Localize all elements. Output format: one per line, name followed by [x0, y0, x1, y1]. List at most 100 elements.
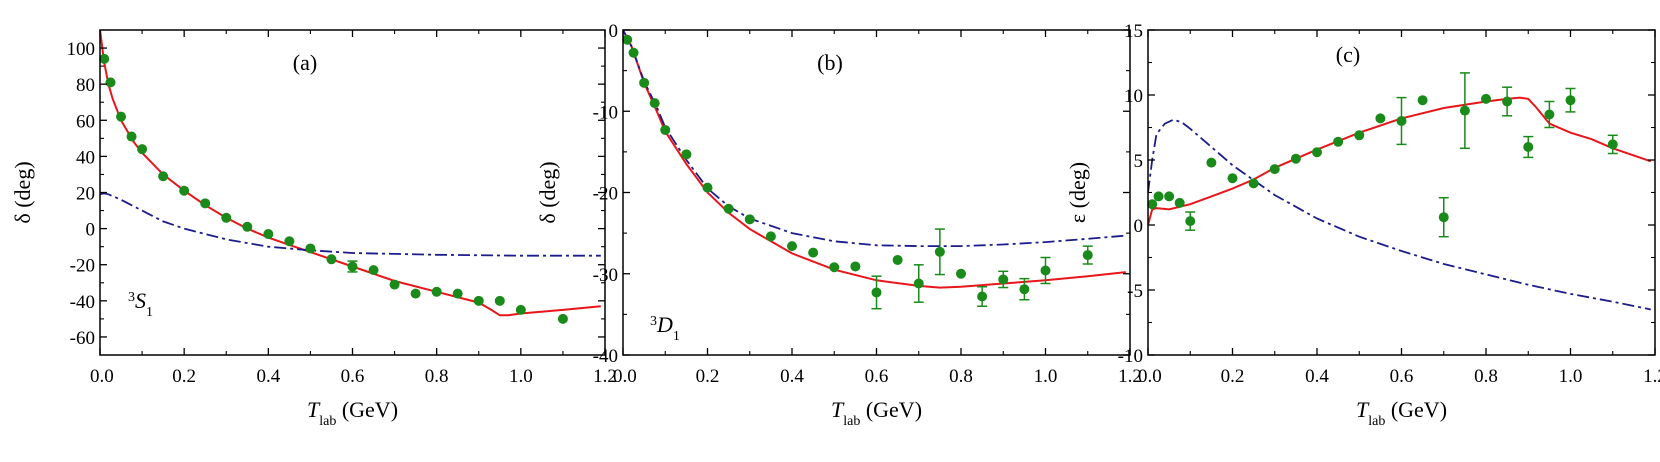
- y-axis-title: δ (deg): [10, 161, 35, 223]
- x-axis-title-var: T: [831, 397, 845, 422]
- data-point: [622, 34, 633, 45]
- y-axis-title: ε (deg): [1065, 162, 1090, 223]
- x-tick-label: 0.2: [1221, 366, 1245, 387]
- wave-label-letter: S: [135, 288, 146, 313]
- x-axis-title-var: T: [307, 397, 321, 422]
- y-axis-title: δ (deg): [535, 161, 560, 223]
- data-point: [850, 261, 861, 272]
- data-point: [639, 77, 650, 88]
- data-point: [137, 144, 148, 155]
- x-tick-label: 0.6: [865, 366, 889, 387]
- data-point: [1481, 93, 1491, 104]
- y-tick-label: 40: [76, 147, 95, 168]
- x-tick-label: 1.0: [509, 366, 533, 387]
- data-point: [1523, 142, 1534, 152]
- y-tick-label: 80: [76, 75, 95, 96]
- data-point: [305, 243, 316, 254]
- data-point: [515, 304, 526, 315]
- data-point: [956, 268, 966, 279]
- series-dashdot-line: [100, 192, 601, 257]
- series-solid-line: [623, 30, 1126, 289]
- data-point: [410, 288, 421, 299]
- data-point: [557, 313, 568, 324]
- data-point: [1565, 95, 1576, 106]
- data-point: [934, 246, 945, 257]
- x-tick-label: 0.4: [1305, 366, 1329, 387]
- data-point: [649, 98, 660, 109]
- data-point: [1248, 178, 1259, 189]
- data-point: [179, 185, 190, 196]
- x-tick-label: 1.2: [1118, 366, 1142, 387]
- x-axis-title-unit: (GeV): [1385, 397, 1447, 422]
- data-point: [1312, 147, 1322, 158]
- y-tick-label: 5: [1134, 151, 1144, 172]
- panel-label: (a): [293, 50, 317, 75]
- data-point: [221, 212, 232, 223]
- x-axis-title-sub: lab: [319, 414, 336, 429]
- wave-label-sub: 1: [673, 329, 680, 344]
- data-point: [105, 77, 116, 88]
- data-point: [1396, 116, 1407, 126]
- x-axis-title-sub: lab: [843, 414, 860, 429]
- y-tick-label: -60: [70, 328, 95, 349]
- y-tick-label: 20: [76, 184, 95, 205]
- data-point: [1333, 136, 1344, 147]
- data-point: [1019, 284, 1030, 295]
- x-axis-title: Tlab (GeV): [831, 397, 922, 429]
- data-point: [200, 198, 211, 209]
- data-point: [765, 231, 776, 242]
- data-point: [892, 254, 903, 265]
- x-tick-label: 0.8: [949, 366, 973, 387]
- data-point: [389, 279, 400, 290]
- wave-label-sup: 3: [128, 290, 135, 305]
- x-tick-label: 0.6: [1390, 366, 1414, 387]
- x-tick-label: 0.0: [1138, 366, 1162, 387]
- y-tick-label: 0: [86, 220, 96, 241]
- x-tick-label: 0.0: [613, 366, 637, 387]
- x-tick-label: 1.0: [1034, 366, 1058, 387]
- x-axis-title: Tlab (GeV): [307, 397, 398, 429]
- data-point: [1082, 250, 1093, 261]
- x-tick-label: 0.0: [90, 366, 114, 387]
- data-point: [1290, 153, 1301, 164]
- wave-label-sub: 1: [146, 305, 153, 320]
- data-point: [1544, 109, 1555, 120]
- data-point: [1206, 157, 1217, 168]
- data-point: [744, 214, 755, 225]
- y-tick-label: -40: [593, 346, 618, 367]
- data-point: [808, 247, 819, 258]
- data-point: [977, 291, 988, 302]
- data-point: [1174, 197, 1185, 208]
- data-point: [494, 295, 505, 306]
- data-point: [347, 261, 358, 272]
- y-tick-label: 60: [76, 111, 95, 132]
- data-point: [1164, 191, 1175, 202]
- data-point: [1459, 105, 1470, 116]
- x-tick-label: 0.4: [256, 366, 280, 387]
- data-point: [681, 149, 692, 160]
- x-tick-label: 0.2: [172, 366, 196, 387]
- x-axis-title-unit: (GeV): [336, 397, 398, 422]
- panel-label: (b): [817, 50, 843, 75]
- data-point: [913, 278, 924, 289]
- data-point: [787, 241, 797, 252]
- data-point: [452, 288, 463, 299]
- data-point: [628, 47, 639, 58]
- data-point: [1607, 139, 1618, 150]
- data-point: [368, 265, 379, 276]
- data-point: [116, 111, 127, 122]
- x-tick-label: 1.2: [1643, 366, 1660, 387]
- x-tick-label: 0.8: [425, 366, 449, 387]
- data-point: [326, 254, 337, 265]
- data-point: [1417, 95, 1428, 106]
- x-axis-title-var: T: [1356, 397, 1370, 422]
- data-point: [242, 221, 253, 232]
- y-tick-label: -10: [1118, 346, 1143, 367]
- y-tick-label: -20: [593, 184, 618, 205]
- x-tick-label: 0.2: [696, 366, 720, 387]
- data-point: [1147, 199, 1158, 210]
- x-axis-title-unit: (GeV): [860, 397, 922, 422]
- data-point: [1438, 212, 1449, 223]
